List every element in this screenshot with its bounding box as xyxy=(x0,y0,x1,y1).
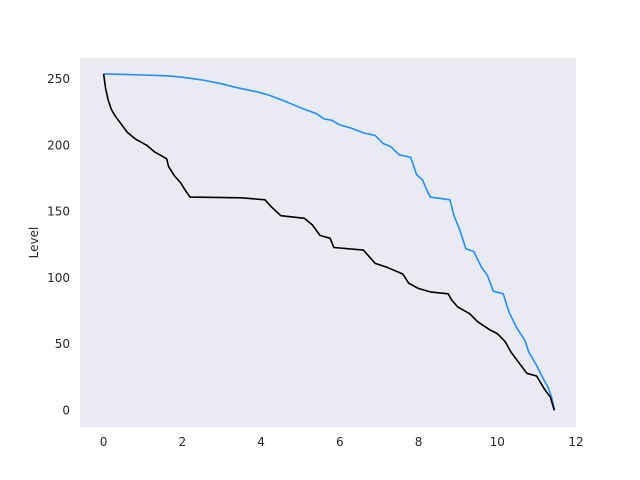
x-tick-label: 2 xyxy=(179,435,187,449)
series-layer xyxy=(102,73,556,411)
plot-area xyxy=(80,58,576,427)
y-tick-label: 50 xyxy=(55,337,70,351)
series-line-2 xyxy=(102,73,556,411)
y-tick-label: 150 xyxy=(47,205,70,219)
y-axis-label: Level xyxy=(27,227,41,259)
x-axis-ticks: 0 2 4 6 8 10 12 xyxy=(100,435,584,449)
y-axis-ticks: 0 50 100 150 200 250 xyxy=(47,72,70,417)
series-line-1 xyxy=(103,73,556,410)
x-tick-label: 8 xyxy=(415,435,423,449)
y-tick-label: 100 xyxy=(47,271,70,285)
y-tick-label: 250 xyxy=(47,72,70,86)
x-tick-label: 0 xyxy=(100,435,108,449)
x-tick-label: 6 xyxy=(336,435,344,449)
x-tick-label: 10 xyxy=(490,435,505,449)
y-tick-label: 0 xyxy=(62,403,70,417)
x-tick-label: 12 xyxy=(568,435,583,449)
y-tick-label: 200 xyxy=(47,138,70,152)
x-tick-label: 4 xyxy=(257,435,265,449)
